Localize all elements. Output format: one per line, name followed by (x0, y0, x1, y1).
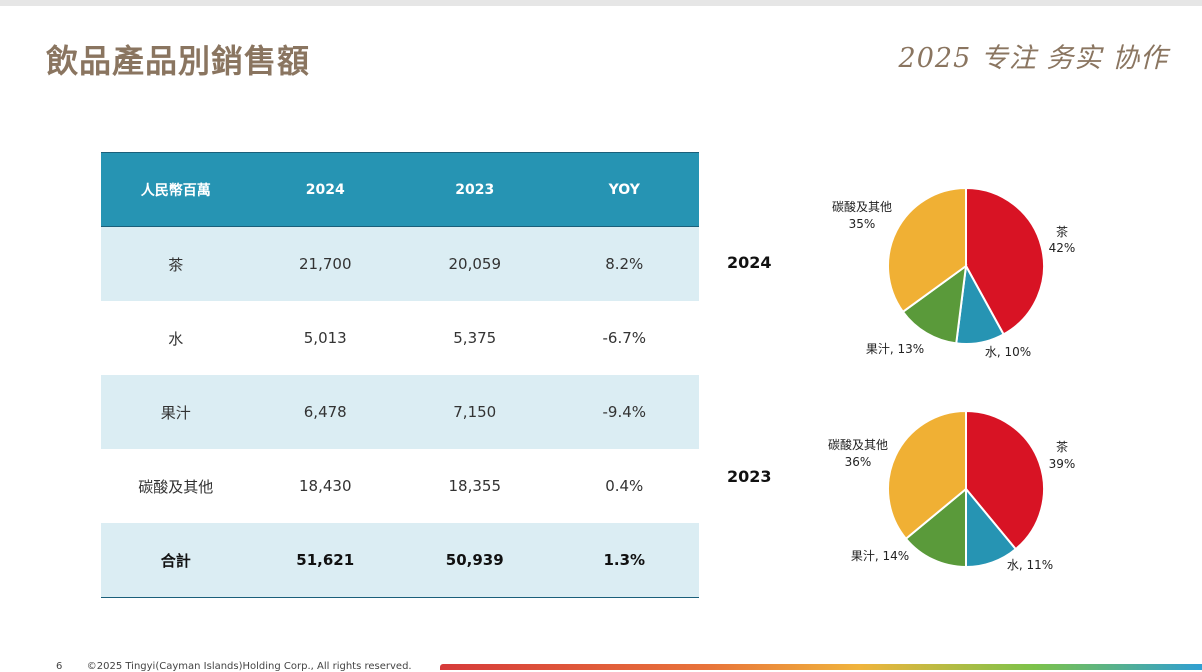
table-row: 茶 21,700 20,059 8.2% (101, 226, 699, 301)
pie-year-label-2024: 2024 (727, 253, 772, 272)
row-value-2024: 21,700 (250, 226, 400, 301)
pie-year-label-2023: 2023 (727, 467, 772, 486)
row-yoy: 0.4% (605, 477, 644, 495)
pie-slice-juice (901, 263, 968, 345)
row-value-2023: 5,375 (453, 329, 497, 347)
row-value-2023: 18,355 (448, 477, 502, 495)
table-row: 碳酸及其他 18,430 18,355 0.4% (101, 449, 699, 523)
pie-label-water: 水, 10% (985, 345, 1031, 359)
page-title: 飲品產品別銷售額 (46, 42, 311, 80)
row-value-2024: 6,478 (250, 375, 400, 449)
pie-label-tea: 42% (1049, 241, 1076, 255)
table-row: 水 5,013 5,375 -6.7% (101, 301, 699, 375)
row-category: 果汁 (101, 375, 251, 449)
row-value-2023: 7,150 (400, 375, 550, 449)
footer: 6 ©2025 Tingyi(Cayman Islands)Holding Co… (56, 661, 412, 672)
top-border (0, 0, 1202, 6)
pie-label-carbonated: 35% (849, 217, 876, 231)
row-category: 碳酸及其他 (138, 477, 214, 496)
pie-chart-2023: 茶 39% 水, 11% 果汁, 14% 碳酸及其他 36% (800, 403, 1100, 597)
pie-slice-juice (904, 486, 967, 569)
copyright-text: ©2025 Tingyi(Cayman Islands)Holding Corp… (86, 661, 412, 672)
total-value-2023: 50,939 (400, 523, 550, 598)
row-yoy: 8.2% (549, 226, 699, 301)
pie-label-carbonated: 36% (845, 455, 872, 469)
sales-table: 人民幣百萬 2024 2023 YOY 茶 21,700 20,059 8.2%… (101, 152, 699, 598)
pie-label-carbonated: 碳酸及其他 (828, 437, 888, 452)
slogan-text: 2025 专注 务实 协作 (898, 43, 1168, 74)
total-label: 合計 (101, 523, 251, 598)
pie-label-tea: 39% (1049, 457, 1076, 471)
pie-chart-2023-svg: 茶 39% 水, 11% 果汁, 14% 碳酸及其他 36% (828, 409, 1076, 572)
pie-chart-2024: 茶 42% 水, 10% 果汁, 13% 碳酸及其他 35% (800, 180, 1100, 374)
row-yoy: -9.4% (549, 375, 699, 449)
table-row: 果汁 6,478 7,150 -9.4% (101, 375, 699, 449)
header-unit: 人民幣百萬 (101, 152, 251, 227)
header-yoy: YOY (549, 152, 699, 227)
row-value-2023: 20,059 (400, 226, 550, 301)
pie-label-tea: 茶 (1056, 224, 1068, 239)
pie-slice-tea (965, 409, 1045, 551)
row-value-2024: 18,430 (299, 477, 352, 495)
table-total-row: 合計 51,621 50,939 1.3% (101, 523, 699, 598)
pie-label-water: 水, 11% (1007, 558, 1053, 572)
total-yoy: 1.3% (549, 523, 699, 598)
pie-label-juice: 果汁, 14% (851, 549, 909, 563)
pie-label-juice: 果汁, 13% (866, 342, 924, 356)
row-value-2024: 5,013 (303, 329, 347, 347)
pie-label-tea: 茶 (1056, 439, 1068, 454)
table-header-row: 人民幣百萬 2024 2023 YOY (101, 152, 699, 227)
footer-color-bar (440, 664, 1202, 670)
header-2023: 2023 (400, 152, 550, 227)
page-number: 6 (56, 661, 63, 672)
row-category: 水 (168, 329, 184, 348)
pie-slice-carbonated (887, 409, 967, 541)
row-category: 茶 (101, 226, 251, 301)
pie-slice-carbonated (887, 186, 967, 314)
total-value-2024: 51,621 (250, 523, 400, 598)
pie-label-carbonated: 碳酸及其他 (832, 199, 892, 214)
pie-slice-tea (965, 186, 1045, 336)
pie-chart-2024-svg: 茶 42% 水, 10% 果汁, 13% 碳酸及其他 35% (832, 186, 1076, 359)
header-2024: 2024 (250, 152, 400, 227)
row-yoy: -6.7% (602, 329, 647, 347)
